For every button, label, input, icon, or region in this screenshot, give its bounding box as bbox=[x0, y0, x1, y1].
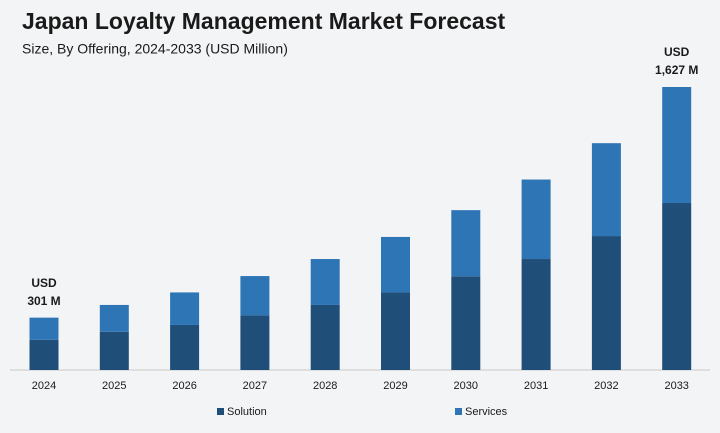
legend-label: Services bbox=[465, 406, 508, 418]
bar-segment bbox=[591, 143, 621, 237]
bar-segment bbox=[521, 259, 551, 370]
chart-title: Japan Loyalty Management Market Forecast bbox=[22, 8, 505, 34]
bar-segment bbox=[240, 276, 270, 316]
bar-segment bbox=[521, 179, 551, 260]
bar-segment bbox=[381, 292, 410, 370]
x-tick-label: 2030 bbox=[454, 380, 478, 392]
legend-label: Solution bbox=[227, 406, 267, 418]
annotation: 1,627 M bbox=[655, 63, 698, 77]
bar-segment bbox=[170, 292, 200, 325]
bar-segment bbox=[310, 304, 340, 370]
bar-segment bbox=[240, 315, 270, 370]
legend-swatch bbox=[217, 408, 224, 415]
x-tick-label: 2027 bbox=[243, 380, 267, 392]
bar-segment bbox=[662, 203, 692, 370]
bar-segment bbox=[29, 339, 59, 370]
legend-swatch bbox=[455, 408, 462, 415]
annotation: USD bbox=[664, 45, 690, 59]
bar-segment bbox=[451, 210, 481, 277]
x-tick-label: 2029 bbox=[383, 380, 407, 392]
x-tick-label: 2033 bbox=[664, 380, 688, 392]
x-tick-label: 2028 bbox=[313, 380, 337, 392]
bar-segment bbox=[662, 87, 692, 204]
bar-segment bbox=[99, 331, 129, 370]
bar-segment bbox=[591, 236, 621, 370]
annotation: USD bbox=[31, 276, 57, 290]
bar-segment bbox=[381, 236, 410, 293]
x-tick-label: 2025 bbox=[102, 380, 126, 392]
bar-segment bbox=[310, 259, 340, 305]
bar-segment bbox=[29, 317, 59, 340]
bar-segment bbox=[170, 324, 200, 370]
x-tick-label: 2031 bbox=[524, 380, 548, 392]
x-tick-label: 2032 bbox=[594, 380, 618, 392]
bar-segment bbox=[451, 276, 481, 370]
x-tick-label: 2026 bbox=[172, 380, 196, 392]
x-tick-label: 2024 bbox=[32, 380, 56, 392]
annotation: 301 M bbox=[27, 294, 60, 308]
chart-subtitle: Size, By Offering, 2024-2033 (USD Millio… bbox=[22, 41, 288, 57]
bar-segment bbox=[99, 304, 129, 332]
